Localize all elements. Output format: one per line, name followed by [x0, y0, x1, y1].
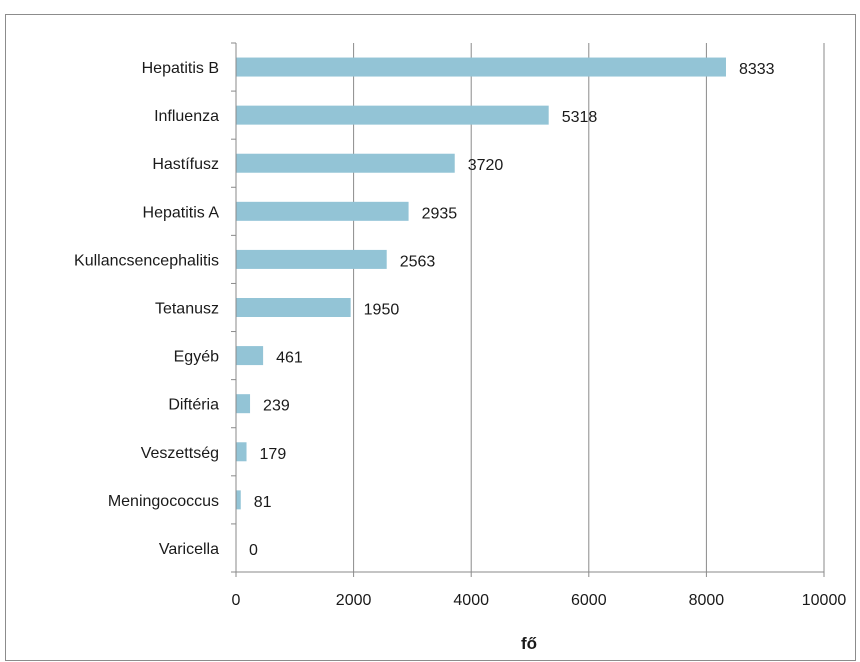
data-label: 81: [254, 494, 272, 511]
category-label: Meningococcus: [108, 493, 219, 510]
x-tick-label: 6000: [571, 592, 607, 609]
x-axis-title: fő: [521, 634, 537, 653]
data-label: 1950: [364, 302, 400, 319]
data-label: 2935: [422, 205, 458, 222]
data-label: 179: [260, 446, 287, 463]
bar: [236, 105, 549, 125]
category-label: Hepatitis A: [143, 204, 220, 221]
category-label: Egyéb: [174, 349, 219, 366]
category-label: Veszettség: [141, 445, 219, 462]
category-label: Diftéria: [168, 397, 219, 414]
x-tick-label: 8000: [689, 592, 725, 609]
bar: [236, 490, 241, 510]
bar: [236, 346, 264, 366]
axes: [231, 42, 825, 577]
data-label: 8333: [739, 61, 775, 78]
data-label: 3720: [468, 157, 504, 174]
bars: [236, 57, 726, 510]
bar: [236, 442, 247, 462]
gridlines: [353, 43, 825, 572]
category-label: Hepatitis B: [142, 60, 219, 77]
data-label: 461: [276, 350, 303, 367]
bar: [236, 57, 726, 77]
data-label: 5318: [562, 109, 598, 126]
category-label: Tetanusz: [155, 301, 219, 318]
bar: [236, 394, 251, 414]
category-label: Kullancsencephalitis: [74, 252, 219, 269]
bar: [236, 201, 409, 221]
category-label: Influenza: [154, 108, 219, 125]
data-label: 239: [263, 398, 290, 415]
category-label: Varicella: [159, 541, 219, 558]
x-tick-label: 2000: [336, 592, 372, 609]
x-tick-label: 10000: [802, 592, 847, 609]
bar: [236, 249, 387, 269]
data-label: 0: [249, 542, 258, 559]
labels: 0 2000 4000 6000 8000 10000 Hepatitis B 8333 Inf…: [74, 60, 846, 609]
bar: [236, 298, 351, 317]
data-label: 2563: [400, 253, 436, 270]
category-label: Hastífusz: [152, 156, 219, 173]
bar: [236, 153, 455, 173]
x-tick-label: 0: [232, 592, 241, 609]
x-tick-label: 4000: [453, 592, 489, 609]
